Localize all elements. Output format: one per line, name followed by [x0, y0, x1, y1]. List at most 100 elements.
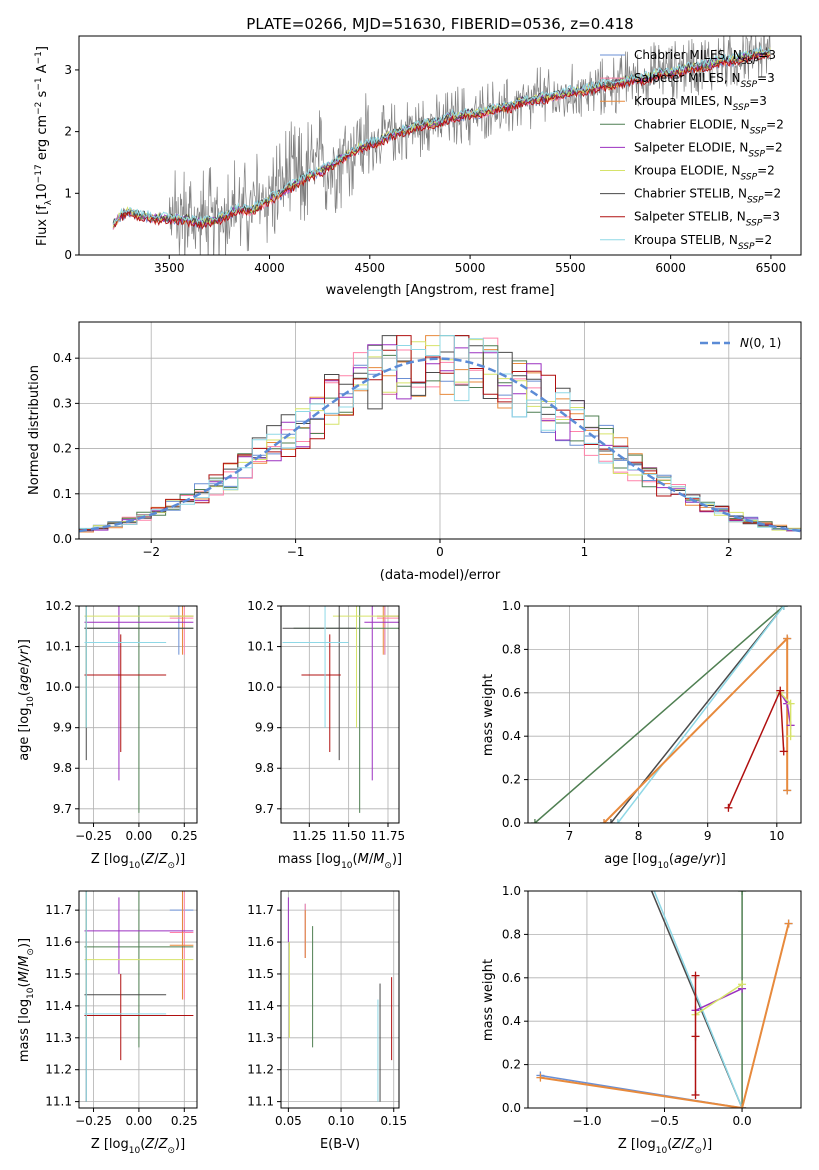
legend-entry-5: Kroupa ELODIE, NSSP=2 [634, 164, 775, 183]
mass_vs_ebv-frame [280, 890, 400, 1109]
age_vs_mass-marks [282, 606, 399, 813]
y-tick-label: 0.2 [502, 1058, 521, 1072]
x-tick-label: 11.75 [371, 829, 405, 843]
y-tick-label: 0.1 [53, 487, 72, 501]
y-tick-label: 0.2 [502, 773, 521, 787]
y-tick-label: 0.0 [502, 816, 521, 830]
gaussian-legend-label: N(0, 1) [740, 336, 781, 350]
y-tick-label: 11.7 [45, 903, 72, 917]
weight_vs_Z-xlabel: Z [log10(Z/Z⊙)] [618, 1137, 712, 1156]
weight_vs_age-axes: 7 8 9 10 0.0 0.2 0.4 0.6 0.8 1.0 age [log10(age/yr… [481, 599, 802, 871]
x-tick-label: 8 [635, 829, 643, 843]
x-tick-label: 0.00 [126, 829, 153, 843]
y-tick-label: 1 [64, 186, 72, 200]
x-tick-label: 0.15 [380, 1114, 407, 1128]
x-tick-label: −2 [142, 545, 160, 559]
y-tick-label: 0.8 [502, 642, 521, 656]
mass_vs_ebv-marks [287, 897, 393, 1102]
x-tick-label: −1.0 [572, 1114, 601, 1128]
y-tick-label: 0.0 [53, 532, 72, 546]
residual-ylabel: Normed distribution [27, 365, 42, 495]
y-tick-label: 0 [64, 248, 72, 262]
mass_vs_Z-xlabel: Z [log10(Z/Z⊙)] [91, 1137, 185, 1156]
spectrum-frame [78, 35, 802, 256]
weight_vs_Z-ylabel: mass weight [481, 959, 496, 1041]
legend-entry-7: Salpeter STELIB, NSSP=3 [634, 210, 780, 229]
y-tick-label: 10.2 [45, 599, 72, 613]
x-tick-label: 5500 [555, 261, 586, 275]
y-tick-label: 11.3 [45, 1031, 72, 1045]
y-tick-label: 10.1 [45, 640, 72, 654]
y-tick-label: 0.2 [53, 442, 72, 456]
age_vs_mass-axes: 11.25 11.50 11.75 9.7 9.8 9.9 10.0 10.1 10.2 mass… [247, 599, 405, 871]
figure-title: PLATE=0266, MJD=51630, FIBERID=0536, z=0… [246, 15, 633, 33]
weight-line [603, 636, 789, 823]
gaussian-reference-line [79, 357, 801, 533]
y-tick-label: 11.3 [247, 1031, 274, 1045]
weight_vs_Z-marks [536, 891, 793, 1108]
legend-entry-1: Salpeter MILES, NSSP=3 [634, 71, 775, 90]
y-tick-label: 11.1 [45, 1095, 72, 1109]
weight-line [534, 606, 785, 823]
age_vs_mass-xlabel: mass [log10(M/M⊙)] [278, 852, 402, 871]
x-tick-label: 1 [581, 545, 589, 559]
spectrum-axes: 3500 4000 4500 5000 5500 6000 6500 0 1 2 3 waveleng… [34, 35, 802, 298]
x-tick-label: 0.10 [328, 1114, 355, 1128]
y-tick-label: 0.4 [502, 1014, 521, 1028]
y-tick-label: 11.1 [247, 1095, 274, 1109]
mass_vs_ebv-xlabel: E(B-V) [320, 1137, 360, 1152]
x-tick-label: 0.05 [275, 1114, 302, 1128]
y-tick-label: 9.7 [53, 802, 72, 816]
y-tick-label: 3 [64, 63, 72, 77]
y-tick-label: 11.4 [45, 999, 72, 1013]
x-tick-label: 11.25 [292, 829, 326, 843]
mass_vs_Z-marks [84, 891, 194, 1102]
x-tick-label: 0 [436, 545, 444, 559]
y-tick-label: 11.6 [247, 935, 274, 949]
x-tick-label: 3500 [154, 261, 185, 275]
legend-entry-4: Salpeter ELODIE, NSSP=2 [634, 140, 783, 159]
legend-entry-3: Chabrier ELODIE, NSSP=2 [634, 117, 784, 136]
weight-line [653, 891, 743, 1108]
x-tick-label: 5000 [455, 261, 486, 275]
y-tick-label: 11.5 [45, 967, 72, 981]
y-tick-label: 10.2 [247, 599, 274, 613]
x-tick-label: 9 [704, 829, 712, 843]
x-tick-label: 4000 [254, 261, 285, 275]
residuals-marks [79, 335, 801, 534]
spectrum-ylabel: Flux [fλ10−17 erg cm−2 s−1 A−1] [34, 46, 54, 246]
x-tick-label: 11.50 [331, 829, 365, 843]
legend-entry-2: Kroupa MILES, NSSP=3 [634, 94, 767, 113]
x-tick-label: 6500 [756, 261, 787, 275]
y-tick-label: 0.4 [502, 729, 521, 743]
mass_vs_Z-frame [78, 890, 198, 1109]
age_vs_Z-xlabel: Z [log10(Z/Z⊙)] [91, 852, 185, 871]
weight_vs_Z-axes: −1.0 −0.5 0.0 0.0 0.2 0.4 0.6 0.8 1.0 Z [log10(Z/… [481, 884, 802, 1156]
weight_vs_age-ylabel: mass weight [481, 674, 496, 756]
x-tick-label: 7 [566, 829, 574, 843]
y-tick-label: 9.8 [53, 761, 72, 775]
age_vs_Z-marks [84, 606, 194, 813]
weight-line [540, 923, 790, 1108]
y-tick-label: 10.1 [247, 640, 274, 654]
y-tick-label: 11.2 [247, 1063, 274, 1077]
weight-line [727, 690, 785, 809]
y-tick-label: 9.8 [255, 761, 274, 775]
y-tick-label: 10.0 [45, 680, 72, 694]
weight-line [617, 606, 785, 823]
y-tick-label: 0.4 [53, 351, 72, 365]
mass_vs_Z-ylabel: mass [log10(M/M⊙)] [17, 938, 36, 1062]
x-tick-label: −0.25 [75, 829, 112, 843]
weight_vs_age-marks [530, 606, 795, 823]
x-tick-label: 10 [769, 829, 784, 843]
y-tick-label: 0.8 [502, 927, 521, 941]
mass_vs_ebv-axes: 0.05 0.10 0.15 11.1 11.2 11.3 11.4 11.5 11.6 11.7… [247, 890, 407, 1152]
x-tick-label: 0.25 [171, 829, 198, 843]
weight-line [695, 983, 743, 1016]
x-tick-label: 4500 [355, 261, 386, 275]
spectrum-marks [112, 36, 772, 255]
legend-entry-8: Kroupa STELIB, NSSP=2 [634, 233, 772, 252]
age_vs_mass-frame [280, 605, 400, 824]
y-tick-label: 9.9 [53, 721, 72, 735]
